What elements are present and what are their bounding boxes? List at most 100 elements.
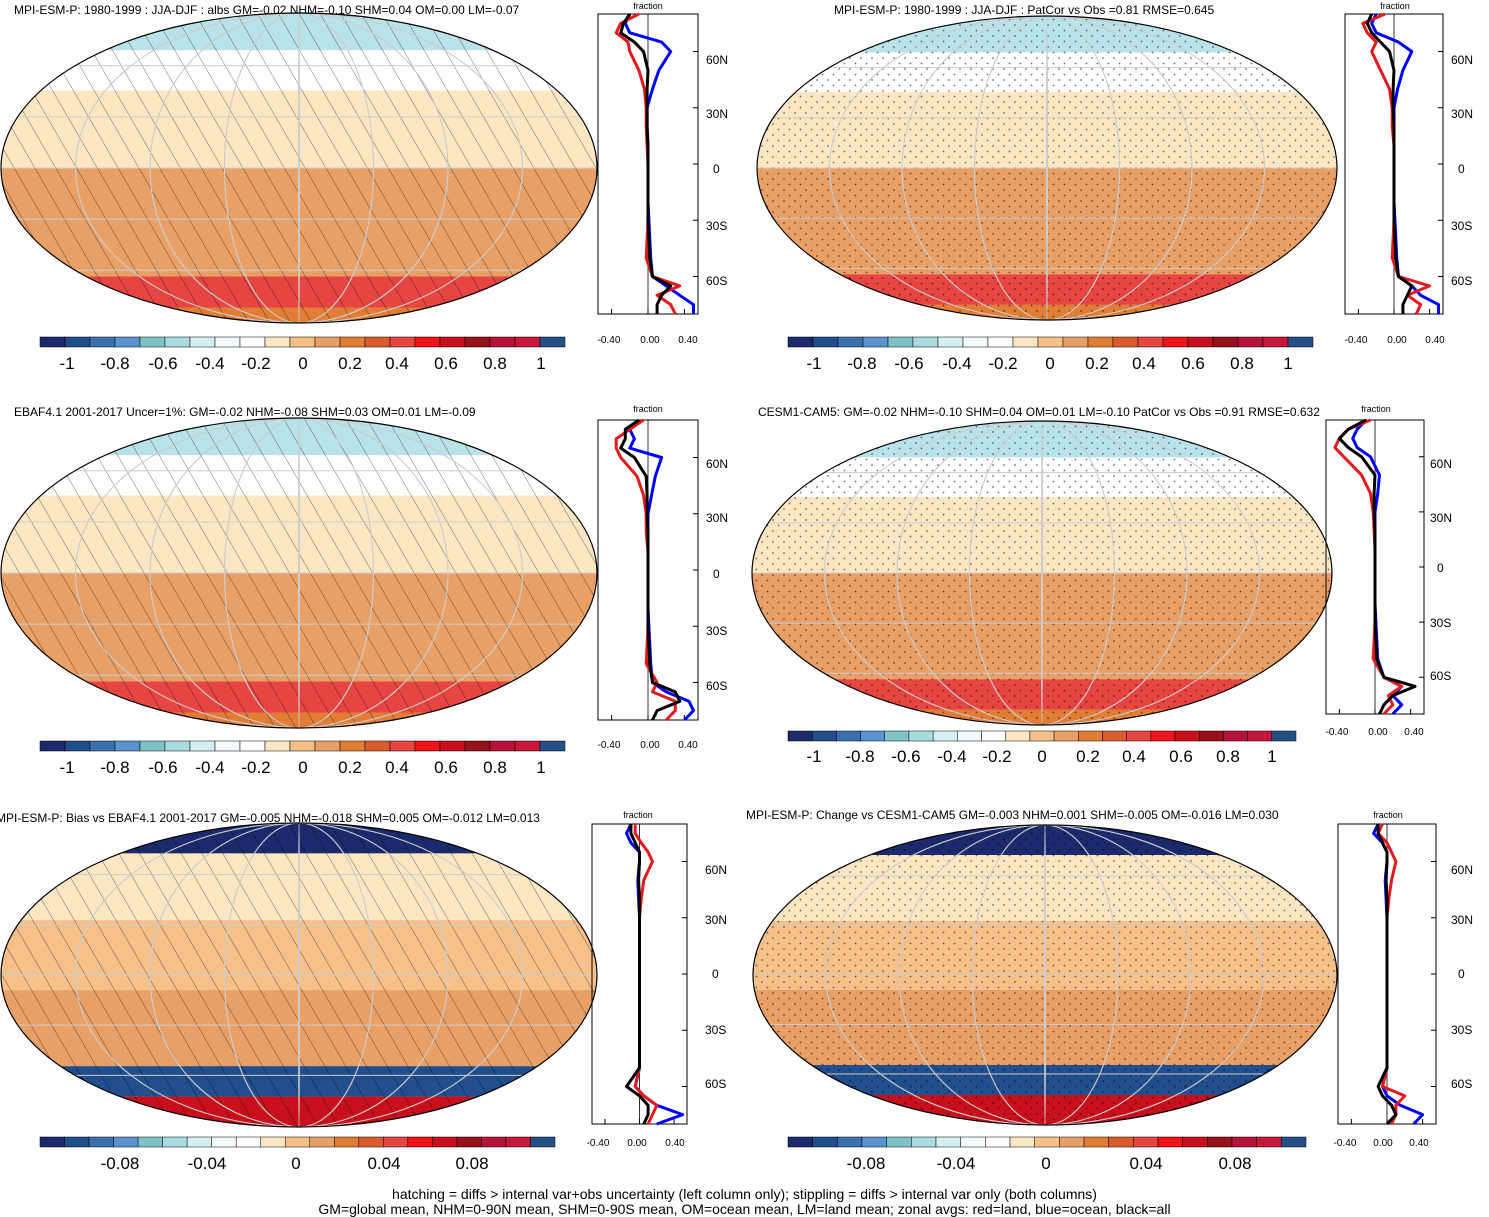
colorbar-tick-label: 0.4: [1122, 747, 1146, 766]
panel-title: MPI-ESM-P: Change vs CESM1-CAM5 GM=-0.00…: [746, 808, 1279, 822]
colorbar-tick-label: 1: [536, 354, 545, 373]
colorbar-swatch: [1112, 336, 1139, 348]
zonal-ytick-label: 60N: [1451, 53, 1473, 67]
colorbar-swatch: [214, 740, 241, 752]
map-plot: [0, 417, 598, 729]
zonal-mean-plot: fraction -0.40 0.00 0.40 60N 30N 0 30S 6…: [1325, 404, 1452, 738]
colorbar-swatch: [1126, 730, 1152, 742]
longitude-gridline: [298, 13, 300, 323]
panel-title: MPI-ESM-P: 1980-1999 : JJA-DJF : albs GM…: [14, 3, 520, 17]
map-boundary: [0, 417, 598, 729]
zonal-ytick-label: 30S: [706, 219, 727, 233]
colorbar-swatch: [139, 336, 166, 348]
colorbar: -0.08 -0.04 0 0.04 0.08: [787, 1136, 1307, 1173]
colorbar-swatch: [439, 336, 466, 348]
colorbar-swatch: [64, 740, 91, 752]
colorbar-tick-label: -0.04: [937, 1154, 976, 1173]
colorbar-swatch: [1012, 336, 1039, 348]
colorbar-swatch: [432, 1136, 458, 1148]
colorbar-swatch: [1009, 1136, 1035, 1148]
colorbar-tick-label: 0.4: [385, 354, 409, 373]
colorbar-swatch: [389, 740, 416, 752]
colorbar-swatch: [987, 336, 1014, 348]
zonal-ytick-label: 60S: [705, 1077, 726, 1091]
colorbar-swatch: [1087, 336, 1114, 348]
colorbar-tick-label: 0: [1045, 354, 1054, 373]
colorbar-swatch: [1207, 1136, 1233, 1148]
zonal-mean-plot: fraction -0.40 0.00 0.40 60N 30N 0 30S 6…: [1344, 1, 1473, 346]
zonal-xlabel: fraction: [633, 1, 663, 11]
zonal-ytick-label: 0: [713, 567, 720, 581]
longitude-gridline: [1041, 421, 1043, 725]
colorbar-swatch: [886, 1136, 912, 1148]
longitude-gridline: [298, 418, 300, 728]
footer-note-legend: GM=global mean, NHM=0-90N mean, SHM=0-90…: [318, 1201, 1171, 1217]
colorbar-swatch: [1262, 336, 1289, 348]
colorbar-swatch: [932, 730, 958, 742]
colorbar: -1 -0.8 -0.6 -0.4 -0.2 0 0.2 0.4 0.6 0.8…: [39, 740, 566, 777]
colorbar-swatch: [1157, 1136, 1183, 1148]
colorbar-swatch: [787, 336, 814, 348]
zonal-xtick-label: 0.40: [1409, 1138, 1429, 1149]
colorbar-swatch: [211, 1136, 237, 1148]
colorbar-tick-label: -0.4: [937, 747, 966, 766]
colorbar-swatch: [264, 740, 291, 752]
zonal-xlabel: fraction: [1361, 404, 1391, 414]
colorbar-tick-label: -0.4: [195, 354, 224, 373]
zonal-ytick-label: 30N: [1451, 913, 1473, 927]
colorbar-swatch: [439, 740, 466, 752]
colorbar-tick-label: 0.2: [1085, 354, 1109, 373]
colorbar-swatch: [358, 1136, 384, 1148]
colorbar-swatch: [489, 336, 516, 348]
zonal-mean-plot: fraction -0.40 0.00 0.40 60N 30N 0 30S 6…: [587, 810, 727, 1149]
colorbar-swatch: [837, 336, 864, 348]
colorbar-swatch: [1083, 1136, 1109, 1148]
colorbar-swatch: [114, 336, 141, 348]
colorbar-tick-label: -0.2: [988, 354, 1017, 373]
zonal-xtick-label: 0.40: [1404, 727, 1424, 738]
colorbar-swatch: [912, 336, 939, 348]
longitude-gridline: [896, 421, 1188, 725]
zonal-ytick-label: 0: [1458, 967, 1465, 981]
zonal-xtick-label: 0.00: [627, 1138, 647, 1149]
colorbar-tick-label: -0.08: [101, 1154, 140, 1173]
panel-6: MPI-ESM-P: Change vs CESM1-CAM5 GM=-0.00…: [746, 808, 1473, 1173]
colorbar-tick-label: 0.6: [434, 758, 458, 777]
colorbar-tick-label: 0: [291, 1154, 300, 1173]
zonal-ytick-label: 60N: [1451, 863, 1473, 877]
zonal-xlabel: fraction: [1380, 1, 1410, 11]
colorbar-swatch: [339, 740, 366, 752]
colorbar-swatch: [88, 1136, 114, 1148]
colorbar-swatch: [860, 730, 886, 742]
zonal-xtick-label: 0.00: [1373, 1138, 1393, 1149]
colorbar-swatch: [787, 1136, 813, 1148]
colorbar-swatch: [89, 336, 116, 348]
panel-4: CESM1-CAM5: GM=-0.02 NHM=-0.10 SHM=0.04 …: [751, 404, 1452, 766]
colorbar-tick-label: -0.6: [148, 354, 177, 373]
colorbar-swatch: [289, 740, 316, 752]
colorbar-tick-label: 0.4: [1132, 354, 1156, 373]
zonal-ytick-label: 60N: [706, 457, 728, 471]
zonal-xtick-label: 0.00: [1368, 727, 1388, 738]
zonal-line-all: [1337, 418, 1417, 715]
map-plot: [751, 420, 1333, 726]
zonal-ytick-label: 60S: [706, 274, 727, 288]
zonal-ytick-label: 60N: [705, 863, 727, 877]
colorbar-tick-label: 0: [1037, 747, 1046, 766]
colorbar-tick-label: -0.8: [100, 758, 129, 777]
colorbar-swatch: [514, 336, 541, 348]
colorbar-swatch: [1078, 730, 1103, 742]
colorbar-swatch: [214, 336, 241, 348]
zonal-line-all: [1376, 824, 1398, 1126]
longitude-gridline: [974, 16, 1120, 320]
zonal-line-land: [614, 418, 677, 722]
colorbar-swatch: [1281, 1136, 1307, 1148]
zonal-ytick-label: 30N: [1451, 107, 1473, 121]
colorbar-tick-label: 0.8: [1230, 354, 1254, 373]
zonal-ytick-label: 30S: [1451, 1023, 1472, 1037]
colorbar-swatch: [981, 730, 1006, 742]
colorbar-tick-label: 0.08: [1218, 1154, 1251, 1173]
colorbar-swatch: [189, 740, 216, 752]
longitude-gridline: [298, 823, 300, 1127]
zonal-ytick-label: 60S: [1430, 669, 1451, 683]
